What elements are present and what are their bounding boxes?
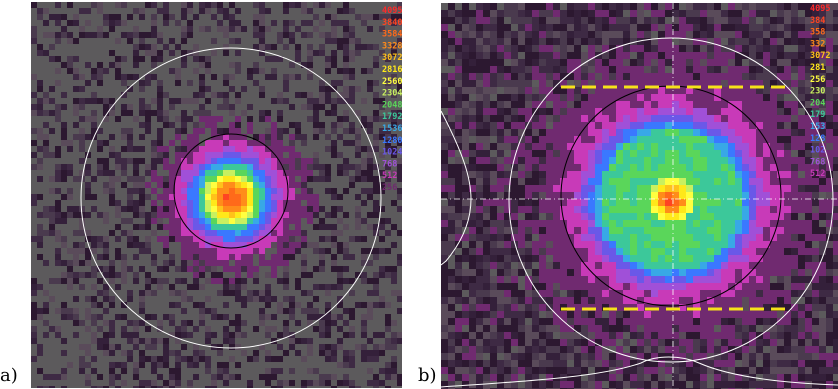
scale-label: 768 <box>810 157 825 167</box>
scale-label: 1792 <box>382 112 402 122</box>
scale-label: 512 <box>382 171 397 181</box>
scale-label: 2560 <box>382 77 402 87</box>
scale-label: 3328 <box>382 41 402 51</box>
panel-a-label: a) <box>0 365 18 386</box>
scale-label: 384 <box>810 16 825 26</box>
scale-label: 768 <box>382 159 397 169</box>
outer-circle <box>80 47 382 349</box>
scale-label: 281 <box>810 63 825 73</box>
scale-label: 1536 <box>382 124 402 134</box>
panel-b-image: 4095 384 358 332 3072 281 256 230 204 179 153 128 10… <box>441 3 838 389</box>
scale-label: 358 <box>810 28 825 38</box>
vertical-profile <box>441 110 472 266</box>
outer-circle <box>508 37 834 363</box>
scale-label: 4095 <box>382 6 402 16</box>
scale-label: 128 <box>810 134 825 144</box>
scale-label: 230 <box>810 87 825 97</box>
horizontal-profile <box>441 356 838 388</box>
pixel-grid <box>441 3 838 389</box>
scale-label: 1024 <box>382 148 402 158</box>
scale-label: 3072 <box>810 51 830 61</box>
scale-label: 256 <box>810 75 825 85</box>
scale-label: 256 <box>382 183 397 193</box>
scale-label: 204 <box>810 98 825 108</box>
scale-label: 2816 <box>382 65 402 75</box>
scale-label: 1280 <box>382 136 402 146</box>
scale-label: 2304 <box>382 89 402 99</box>
scale-label: 179 <box>810 110 825 120</box>
scale-label: 4095 <box>810 4 830 14</box>
pixel-grid <box>31 2 402 388</box>
inner-circle <box>173 133 289 249</box>
scale-label: 3584 <box>382 30 402 40</box>
scale-label: 102 <box>810 146 825 156</box>
scale-label: 3840 <box>382 18 402 28</box>
scale-label: 332 <box>810 39 825 49</box>
panel-b-label: b) <box>418 365 437 386</box>
scale-label: 2048 <box>382 100 402 110</box>
scale-label: 153 <box>810 122 825 132</box>
scale-label: 512 <box>810 169 825 179</box>
scale-label: 3072 <box>382 53 402 63</box>
panel-a-image: 4095 3840 3584 3328 3072 2816 2560 2304 2048 1792… <box>31 2 402 388</box>
